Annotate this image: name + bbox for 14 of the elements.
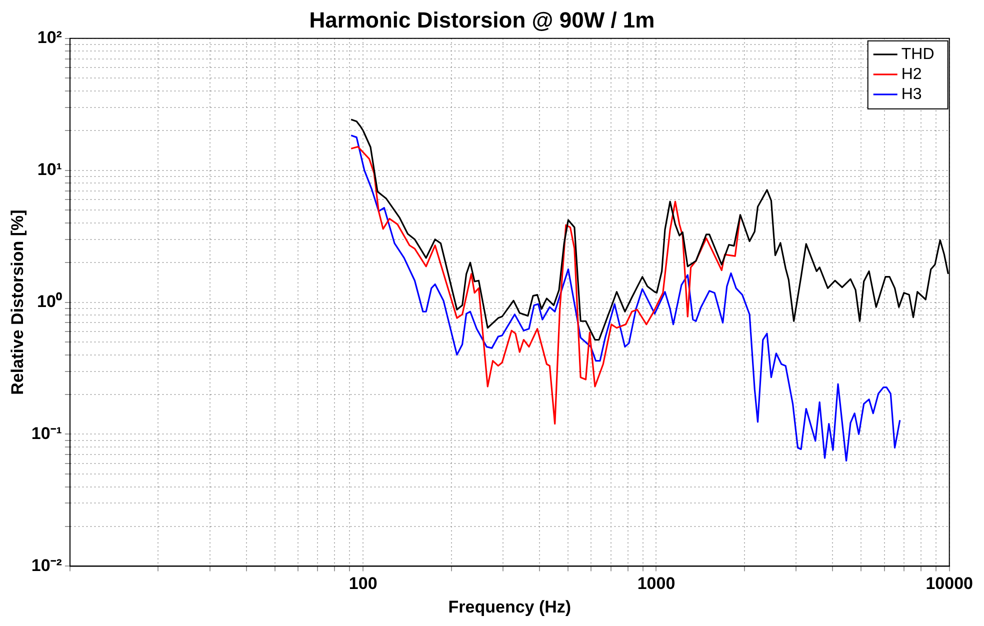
x-axis-title: Frequency (Hz) bbox=[448, 597, 572, 616]
legend-label: THD bbox=[901, 46, 934, 63]
y-tick-label: 10⁻² bbox=[31, 556, 62, 575]
y-tick-label: 10¹ bbox=[37, 160, 62, 180]
x-tick-label: 10000 bbox=[926, 574, 974, 594]
x-tick-label: 1000 bbox=[637, 574, 676, 594]
legend-label: H3 bbox=[901, 86, 922, 103]
y-axis-title: Relative Distorsion [%] bbox=[8, 210, 27, 395]
y-tick-label: 10⁻¹ bbox=[31, 424, 62, 443]
y-tick-label: 10⁰ bbox=[37, 292, 62, 311]
legend-label: H2 bbox=[901, 66, 922, 83]
x-tick-label: 100 bbox=[348, 574, 378, 594]
chart-title: Harmonic Distorsion @ 90W / 1m bbox=[309, 7, 655, 32]
y-tick-label: 10² bbox=[37, 28, 62, 48]
